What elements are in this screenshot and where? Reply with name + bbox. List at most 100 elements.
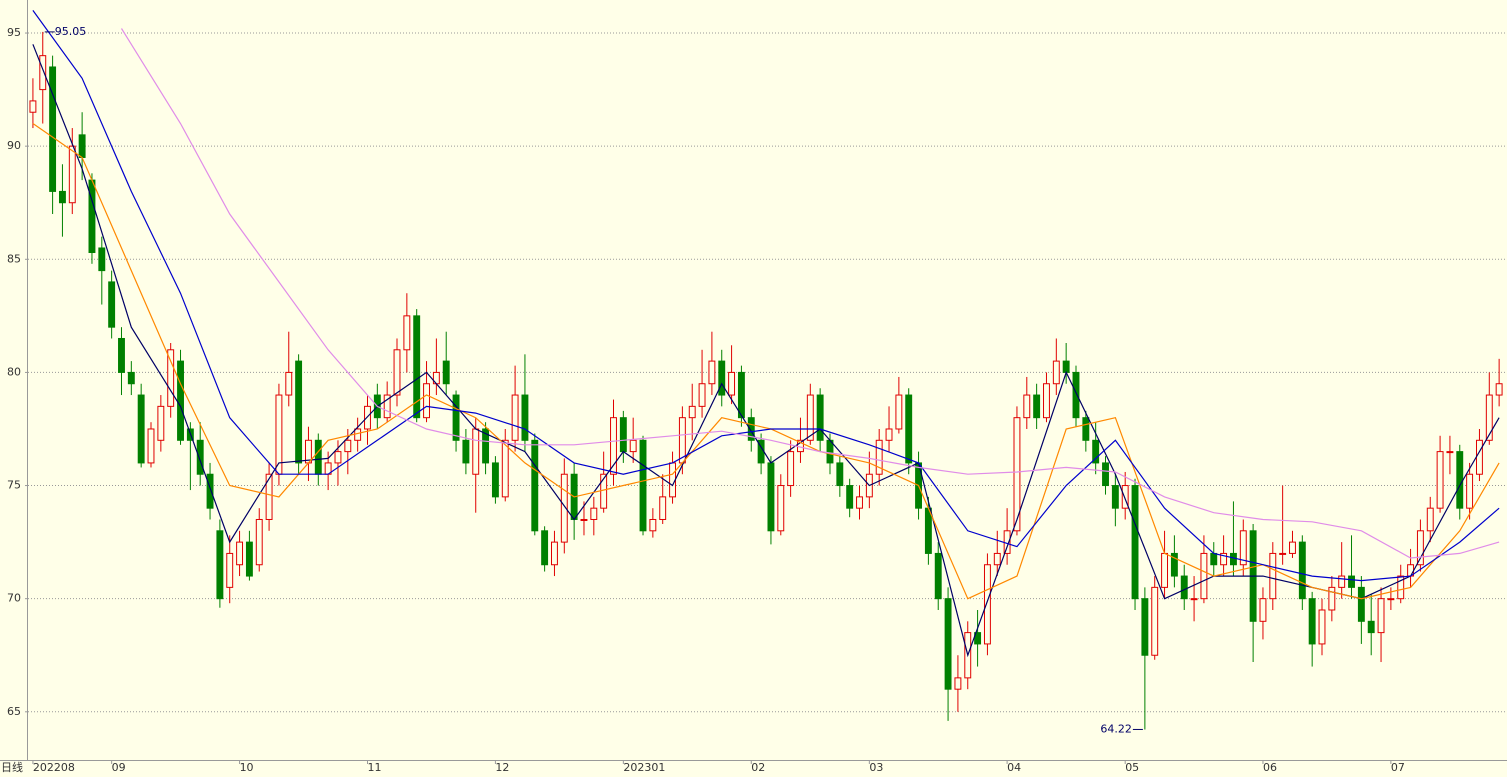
candle-body bbox=[452, 394, 460, 441]
period-label: 日线 bbox=[1, 760, 23, 774]
x-tick-label: 10 bbox=[240, 761, 254, 774]
candle-body bbox=[1180, 575, 1188, 600]
x-tick-label: 02 bbox=[751, 761, 765, 774]
candle-body bbox=[1397, 575, 1405, 600]
x-tick-label: 202208 bbox=[33, 761, 75, 774]
candle-body bbox=[924, 507, 932, 554]
candle-body bbox=[1151, 586, 1159, 656]
candle-body bbox=[364, 405, 371, 430]
candle-body bbox=[1485, 394, 1493, 441]
candle-body bbox=[836, 462, 844, 487]
candle-body bbox=[816, 394, 824, 441]
candle-body bbox=[885, 428, 893, 441]
candle-body bbox=[501, 439, 509, 498]
candle-body bbox=[127, 371, 135, 385]
candle-body bbox=[442, 360, 450, 385]
y-tick-label: 80 bbox=[7, 365, 21, 378]
candle-body bbox=[993, 552, 1001, 566]
candle-body bbox=[737, 371, 745, 419]
candle-body bbox=[1141, 598, 1149, 656]
y-tick-label: 65 bbox=[7, 705, 21, 718]
candle-body bbox=[767, 462, 775, 532]
candle-body bbox=[708, 360, 716, 385]
candle-body bbox=[295, 360, 303, 464]
x-tick-label: 04 bbox=[1007, 761, 1021, 774]
candle-body bbox=[1495, 383, 1503, 396]
candle-body bbox=[354, 428, 362, 441]
candle-body bbox=[875, 439, 883, 475]
candle-body bbox=[472, 428, 480, 475]
candle-body bbox=[1466, 473, 1474, 509]
candle-body bbox=[285, 371, 293, 396]
candle-body bbox=[108, 281, 116, 328]
candle-body bbox=[974, 632, 982, 645]
candle-body bbox=[1436, 451, 1444, 509]
candle-body bbox=[1161, 552, 1169, 588]
candle-body bbox=[118, 337, 125, 373]
candle-body bbox=[856, 496, 863, 509]
candle-body bbox=[245, 541, 253, 577]
candle-body bbox=[1200, 552, 1208, 600]
candle-body bbox=[206, 473, 214, 509]
moving-average-line bbox=[32, 10, 1500, 582]
candle-body bbox=[236, 541, 244, 566]
candle-body bbox=[1033, 394, 1041, 419]
candle-body bbox=[383, 394, 391, 419]
candle-body bbox=[1131, 485, 1139, 600]
x-tick-label: 11 bbox=[367, 761, 381, 774]
y-tick-label: 90 bbox=[7, 139, 21, 152]
candle-body bbox=[580, 518, 588, 521]
candle-body bbox=[68, 145, 76, 204]
candle-body bbox=[88, 179, 96, 254]
candle-body bbox=[1062, 360, 1070, 373]
candle-body bbox=[1043, 383, 1050, 419]
candle-body bbox=[619, 417, 627, 453]
candle-body bbox=[226, 552, 234, 588]
candle-body bbox=[1190, 598, 1198, 601]
candle-body bbox=[29, 100, 37, 113]
candle-body bbox=[944, 598, 952, 690]
candle-body bbox=[905, 394, 913, 464]
candle-body bbox=[590, 507, 598, 520]
candle-body bbox=[157, 405, 165, 441]
candle-body bbox=[462, 439, 470, 464]
candle-body bbox=[1229, 552, 1237, 566]
candle-body bbox=[983, 564, 991, 645]
candle-body bbox=[196, 439, 204, 475]
candle-body bbox=[1111, 485, 1119, 509]
candle-body bbox=[482, 428, 490, 464]
candle-body bbox=[1239, 530, 1247, 566]
candle-body bbox=[747, 417, 755, 441]
candle-body bbox=[1298, 541, 1306, 600]
candle-body bbox=[639, 439, 647, 532]
candle-body bbox=[659, 496, 667, 520]
candle-body bbox=[511, 394, 519, 441]
candle-body bbox=[344, 439, 352, 453]
candle-body bbox=[777, 485, 785, 532]
candle-body bbox=[1377, 598, 1385, 634]
candle-body bbox=[1318, 609, 1326, 645]
candle-body bbox=[1092, 439, 1100, 464]
candle-body bbox=[1387, 598, 1395, 601]
x-tick-label: 07 bbox=[1391, 761, 1405, 774]
candle-body bbox=[403, 315, 411, 351]
candle-body bbox=[1348, 575, 1355, 588]
candle-body bbox=[728, 371, 736, 396]
x-tick-label: 05 bbox=[1125, 761, 1139, 774]
candle-body bbox=[255, 518, 263, 566]
candle-body bbox=[1357, 586, 1365, 622]
candle-body bbox=[78, 134, 86, 158]
candle-body bbox=[1170, 552, 1178, 577]
candle-body bbox=[895, 394, 903, 430]
candle-body bbox=[49, 66, 57, 192]
candle-body bbox=[531, 439, 539, 532]
y-tick-label: 85 bbox=[7, 252, 21, 265]
x-tick-label: 12 bbox=[495, 761, 509, 774]
candle-body bbox=[560, 473, 568, 543]
candle-body bbox=[1013, 417, 1021, 532]
candle-body bbox=[541, 530, 549, 566]
candle-body bbox=[177, 360, 184, 441]
candle-body bbox=[698, 383, 706, 407]
